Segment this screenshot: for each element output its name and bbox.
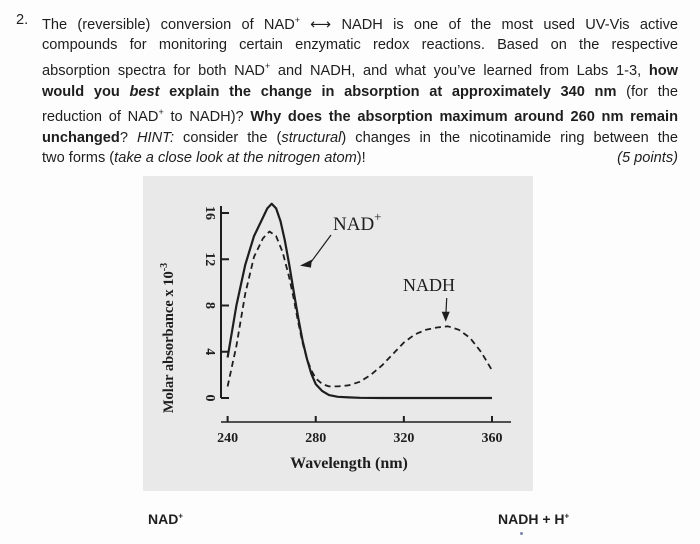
question-line-5: reduction of NAD+ to NADH)? Why does the… [42,107,678,125]
x-tick-label: 360 [481,431,502,446]
points-label: (5 points) [617,150,678,167]
x-tick-label: 320 [393,431,414,446]
question-body: The (reversible) conversion of NAD+ ⟷ NA… [42,10,678,169]
x-axis-label: Wavelength (nm) [290,455,408,472]
nadh-curve [226,230,493,388]
question-line-4: would you best explain the change in abs… [42,83,678,100]
question-line-7: two forms (take a close look at the nitr… [42,148,678,169]
reversible-arrow-icon: ⟷ [310,16,332,33]
y-tick-label: 0 [202,395,217,402]
question-line-2: compounds for monitoring certain enzymat… [42,37,678,54]
absorption-chart: 0 4 8 12 16 240 280 320 360 NAD+ NADH Wavelength… [159,202,511,472]
nad-plus-annotation: NAD+ [333,209,382,235]
product-label: NADH + H+ [498,511,570,527]
y-axis-label: Molar absorbance x 10-3 [159,263,177,413]
y-tick-label: 12 [202,252,217,266]
question-number: 2. [16,12,29,28]
absorption-spectrum-figure: 0 4 8 12 16 240 280 320 360 NAD+ NADH Wavelength… [143,176,533,491]
nadh-arrowhead [441,311,450,322]
y-tick-label: 4 [202,348,217,355]
nad-plus-curve [226,202,492,400]
question-line-6: unchanged? HINT: consider the (structura… [42,129,678,146]
y-tick-label: 16 [202,206,217,220]
question-line-1: The (reversible) conversion of NAD+ ⟷ NA… [42,15,678,33]
reactant-label: NAD+ [148,511,184,527]
question-line-3: absorption spectra for both NAD+ and NAD… [42,61,679,79]
x-tick-label: 280 [305,431,326,446]
question-text: 2. The (reversible) conversion of NAD+ ⟷… [16,10,678,169]
nad-plus-arrowhead [299,259,312,268]
x-tick-label: 240 [217,431,238,446]
nadh-annotation: NADH [403,275,455,295]
y-tick-label: 8 [202,302,217,309]
nad-plus-pointer [309,234,332,264]
dot-mark [520,532,523,535]
